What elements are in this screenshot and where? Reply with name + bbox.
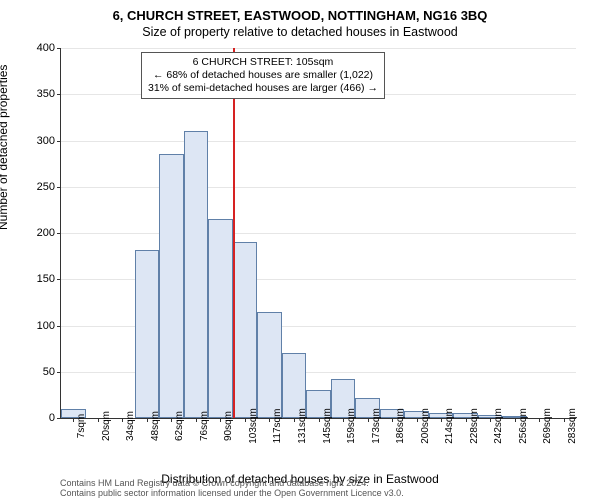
xtick-label: 269sqm	[542, 408, 553, 444]
ytick-line	[57, 48, 61, 49]
callout-line3: 31% of semi-detached houses are larger (…	[148, 82, 378, 95]
xtick-label: 228sqm	[469, 408, 480, 444]
ytick-label: 400	[25, 42, 55, 54]
grid-line	[61, 141, 576, 142]
xtick-line	[539, 418, 540, 422]
xtick-label: 283sqm	[567, 408, 578, 444]
xtick-line	[196, 418, 197, 422]
grid-line	[61, 48, 576, 49]
xtick-line	[171, 418, 172, 422]
xtick-label: 186sqm	[395, 408, 406, 444]
ytick-label: 300	[25, 135, 55, 147]
ytick-line	[57, 233, 61, 234]
ytick-label: 100	[25, 320, 55, 332]
xtick-label: 159sqm	[346, 408, 357, 444]
ytick-label: 50	[25, 366, 55, 378]
bar	[159, 154, 184, 418]
xtick-label: 103sqm	[248, 408, 259, 444]
ytick-line	[57, 94, 61, 95]
bar	[135, 250, 160, 418]
xtick-label: 214sqm	[444, 408, 455, 444]
xtick-line	[441, 418, 442, 422]
xtick-label: 173sqm	[371, 408, 382, 444]
bar	[208, 219, 233, 418]
xtick-line	[245, 418, 246, 422]
xtick-line	[269, 418, 270, 422]
xtick-label: 20sqm	[101, 411, 112, 441]
grid-line	[61, 187, 576, 188]
chart-container: 6, CHURCH STREET, EASTWOOD, NOTTINGHAM, …	[0, 0, 600, 500]
xtick-label: 145sqm	[322, 408, 333, 444]
xtick-label: 131sqm	[297, 408, 308, 444]
xtick-label: 90sqm	[223, 411, 234, 441]
bar	[257, 312, 282, 418]
ytick-line	[57, 326, 61, 327]
xtick-label: 48sqm	[150, 411, 161, 441]
plot-area: 6 CHURCH STREET: 105sqm ← 68% of detache…	[60, 48, 576, 419]
footer-line2: Contains public sector information licen…	[60, 489, 404, 499]
xtick-line	[122, 418, 123, 422]
ytick-label: 200	[25, 227, 55, 239]
xtick-label: 76sqm	[199, 411, 210, 441]
ytick-label: 350	[25, 88, 55, 100]
callout-line1: 6 CHURCH STREET: 105sqm	[148, 56, 378, 69]
y-axis-label: Number of detached properties	[0, 65, 10, 230]
xtick-line	[319, 418, 320, 422]
ytick-line	[57, 141, 61, 142]
ytick-label: 150	[25, 273, 55, 285]
xtick-line	[466, 418, 467, 422]
xtick-label: 117sqm	[272, 409, 283, 444]
xtick-label: 34sqm	[125, 411, 136, 441]
xtick-label: 62sqm	[174, 411, 185, 441]
bar	[233, 242, 258, 418]
xtick-line	[564, 418, 565, 422]
xtick-line	[515, 418, 516, 422]
xtick-line	[294, 418, 295, 422]
chart-subtitle: Size of property relative to detached ho…	[0, 23, 600, 39]
ytick-line	[57, 372, 61, 373]
ytick-line	[57, 187, 61, 188]
xtick-line	[220, 418, 221, 422]
xtick-label: 200sqm	[420, 408, 431, 444]
xtick-line	[368, 418, 369, 422]
xtick-line	[343, 418, 344, 422]
reference-line	[233, 48, 235, 418]
callout-box: 6 CHURCH STREET: 105sqm ← 68% of detache…	[141, 52, 385, 99]
xtick-line	[392, 418, 393, 422]
xtick-line	[147, 418, 148, 422]
xtick-line	[73, 418, 74, 422]
chart-title: 6, CHURCH STREET, EASTWOOD, NOTTINGHAM, …	[0, 0, 600, 23]
ytick-line	[57, 279, 61, 280]
ytick-label: 250	[25, 181, 55, 193]
xtick-line	[98, 418, 99, 422]
callout-line2: ← 68% of detached houses are smaller (1,…	[148, 69, 378, 82]
xtick-line	[490, 418, 491, 422]
grid-line	[61, 233, 576, 234]
xtick-label: 256sqm	[518, 408, 529, 444]
footer: Contains HM Land Registry data © Crown c…	[60, 479, 404, 499]
xtick-line	[417, 418, 418, 422]
xtick-label: 242sqm	[493, 408, 504, 444]
ytick-label: 0	[25, 412, 55, 424]
ytick-line	[57, 418, 61, 419]
bar	[184, 131, 209, 418]
xtick-label: 7sqm	[76, 414, 87, 438]
